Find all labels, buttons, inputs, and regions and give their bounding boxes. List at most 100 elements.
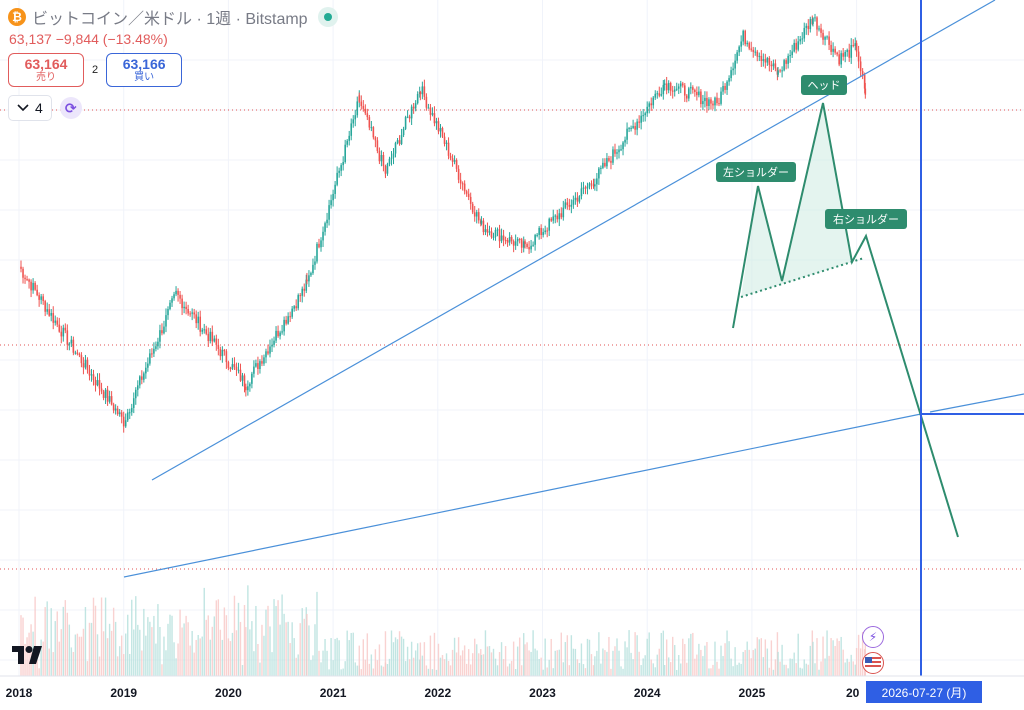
volume-bar [129,653,131,676]
candle-body [654,93,657,98]
candle-body [114,408,117,411]
candle-body [245,386,247,391]
candle-body [859,61,862,72]
volume-bar [360,669,362,676]
candle-body [700,91,702,105]
lower-trend-line [123,413,922,578]
volume-bar [644,655,646,676]
candle-body [340,165,342,171]
volume-bar [510,660,513,676]
candle-body [600,167,602,169]
candle-body [437,121,440,132]
volume-bar [318,650,320,676]
volume-bar [338,640,340,676]
candle-body [799,39,802,42]
volume-bar [265,609,267,676]
volume-bar [742,651,744,676]
volume-bar [203,587,205,676]
volume-bar [193,652,195,676]
buy-button[interactable]: 63,166 買い [106,53,183,87]
candle-body [628,128,630,130]
candle-body [414,103,417,109]
candle-body [584,187,587,189]
volume-bar [855,648,858,676]
candle-body [646,106,648,114]
volume-bar [457,637,460,676]
candle-body [586,186,589,189]
lightning-icon[interactable]: ⚡ [862,626,884,648]
candle-body [469,196,472,204]
volume-bar [740,663,742,676]
candle-body [423,86,426,97]
candle-body [297,295,299,309]
volume-bar [698,643,700,676]
volume-bar [233,595,236,676]
symbol-title[interactable]: ビットコイン／米ドル · 1週 · Bitstamp [32,11,308,28]
candle-body [408,116,411,119]
volume-bar [161,664,163,676]
volume-bar [382,666,385,676]
volume-bar [480,654,483,676]
volume-bar [656,654,658,676]
candle-body [235,366,238,370]
indicators-collapse-button[interactable]: 4 [8,95,52,121]
candle-body [241,375,244,381]
volume-bar [437,643,440,676]
volume-bar [173,642,175,676]
candle-body [265,351,267,358]
tradingview-logo[interactable] [12,646,46,669]
candle-body [42,296,44,302]
candle-body [522,241,525,248]
candle-body [227,362,230,368]
candle-body [197,316,199,324]
candle-body [564,202,567,208]
volume-bar [486,646,489,676]
volume-bar [141,650,143,676]
refresh-icon[interactable]: ⟳ [59,97,82,119]
volume-bar [293,638,295,676]
candle-body [546,230,548,232]
candle-body [548,218,551,231]
candle-body [644,113,646,116]
candle-body [726,81,728,90]
market-status-icon[interactable] [317,7,338,27]
volume-bar [552,668,554,676]
candle-body [620,149,622,151]
volume-bar [718,668,720,676]
candle-body [225,351,228,363]
volume-bar [672,636,674,676]
spread-value: 2 [92,64,99,76]
candle-body [467,193,470,197]
volume-bar [805,663,807,676]
volume-bar [463,645,466,676]
volume-bar [364,659,367,676]
candle-body [360,101,363,107]
candle-body [191,312,193,314]
volume-bar [404,661,407,676]
volume-bar [758,639,760,676]
volume-bar [850,654,852,676]
volume-bar [419,642,422,676]
volume-bar [530,651,532,676]
volume-bar [482,654,485,676]
volume-bar [189,645,191,676]
candle-body [141,376,143,380]
candle-body [163,326,165,334]
volume-bar [94,605,97,676]
volume-bar [461,650,464,676]
candle-body [724,86,726,90]
x-tick-label: 2018 [6,686,33,700]
us-flag-event-icon[interactable] [862,652,884,674]
volume-bar [736,664,738,676]
x-tick-label: 2019 [110,686,137,700]
volume-bar [546,667,548,676]
candle-body [100,388,103,392]
candle-body [550,218,553,221]
volume-bar [494,658,497,676]
head-shoulders-fill [741,103,864,297]
volume-bar [558,649,560,676]
sell-button[interactable]: 63,164 売り [8,53,84,87]
candle-body [344,144,346,163]
candle-body [295,306,297,309]
